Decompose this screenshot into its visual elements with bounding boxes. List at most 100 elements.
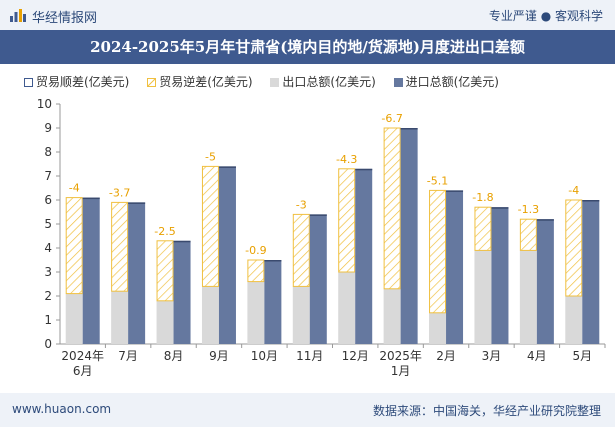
x-tick-label: 12月 xyxy=(342,349,369,363)
legend-label-deficit: 贸易逆差(亿美元) xyxy=(159,75,253,89)
deficit-bar xyxy=(65,197,83,295)
export-bar xyxy=(111,291,129,344)
import-bar xyxy=(82,197,100,344)
export-bar xyxy=(65,293,83,344)
data-label: -4.3 xyxy=(336,153,357,166)
data-label: -4 xyxy=(69,182,80,195)
x-tick-label: 2025年 1月 xyxy=(379,349,422,378)
legend-swatch-surplus xyxy=(24,78,33,87)
y-tick-label: 4 xyxy=(44,241,52,255)
deficit-bar xyxy=(565,199,583,297)
deficit-bar xyxy=(519,218,537,251)
data-label: -3 xyxy=(296,198,307,211)
deficit-bar xyxy=(474,206,492,251)
legend-swatch-import xyxy=(393,78,403,87)
import-bar-cap xyxy=(173,240,191,243)
export-bar xyxy=(292,286,310,344)
import-bar xyxy=(582,200,600,344)
deficit-bar xyxy=(156,240,174,302)
deficit-bar xyxy=(429,189,447,314)
deficit-bar xyxy=(338,168,356,273)
data-label: -5.1 xyxy=(427,174,448,187)
export-bar xyxy=(519,250,537,344)
import-bar xyxy=(218,166,236,344)
export-bar xyxy=(474,250,492,344)
import-bar xyxy=(309,214,327,344)
deficit-bar xyxy=(292,213,310,287)
data-label: -6.7 xyxy=(381,112,402,125)
export-bar xyxy=(247,281,265,344)
x-tick-label: 11月 xyxy=(296,349,323,363)
x-axis: 2024年 6月 7月 8月 9月 10月 11月 12月 2025年 1月 2月 3月 4月 5月 xyxy=(60,343,606,378)
x-tick-label: 2024年 6月 xyxy=(61,349,104,378)
y-tick-label: 8 xyxy=(44,145,52,159)
logo-icon xyxy=(10,9,26,22)
data-label: -0.9 xyxy=(245,244,266,257)
y-axis: 0 1 2 3 4 5 6 7 8 9 10 xyxy=(37,97,61,351)
legend-label-surplus: 贸易顺差(亿美元) xyxy=(36,75,130,89)
data-label: -4 xyxy=(568,184,579,197)
import-bar xyxy=(446,190,464,344)
y-tick-label: 6 xyxy=(44,193,52,207)
bars xyxy=(65,127,600,344)
import-bar-cap xyxy=(82,197,100,200)
import-bar-cap xyxy=(309,214,327,216)
y-tick-label: 3 xyxy=(44,265,52,279)
import-bar xyxy=(173,240,191,344)
legend-item-surplus: 贸易顺差(亿美元) xyxy=(24,73,129,90)
chart-legend: 贸易顺差(亿美元) 贸易逆差(亿美元) 出口总额(亿美元) 进口总额(亿美元) xyxy=(24,73,513,91)
legend-item-deficit: 贸易逆差(亿美元) xyxy=(147,73,253,90)
data-label: -2.5 xyxy=(154,225,175,238)
y-tick-label: 10 xyxy=(37,97,52,111)
brand-name: 华经情报网 xyxy=(32,11,98,26)
legend-swatch-deficit xyxy=(147,78,157,87)
x-tick-label: 4月 xyxy=(527,349,547,363)
export-bar xyxy=(565,296,583,344)
x-tick-label: 2月 xyxy=(436,349,456,363)
deficit-bar xyxy=(111,201,129,292)
import-bar-cap xyxy=(400,128,418,130)
footer-source: 数据来源：中国海关，华经产业研究院整理 xyxy=(372,404,601,418)
export-bar xyxy=(429,312,447,344)
import-bar-cap xyxy=(491,207,509,209)
x-tick-label: 5月 xyxy=(572,349,592,363)
top-bar: 华经情报网 专业严谨 ● 客观科学 xyxy=(0,0,615,30)
data-label: -5 xyxy=(205,150,216,163)
import-bar xyxy=(355,168,373,344)
tagline: 专业严谨 ● 客观科学 xyxy=(488,9,603,23)
y-tick-label: 5 xyxy=(44,217,52,231)
export-bar xyxy=(383,288,401,344)
deficit-bar xyxy=(247,259,265,283)
legend-label-export: 出口总额(亿美元) xyxy=(282,75,376,89)
data-label: -1.8 xyxy=(472,191,493,204)
legend-item-export: 出口总额(亿美元) xyxy=(270,73,376,90)
footer-website: www.huaon.com xyxy=(12,402,112,416)
export-bar xyxy=(338,272,356,344)
data-labels: -4 -3.7 -2.5 -5 -0.9 -3 -4.3 -6.7 -5.1 -1.8 -1.3 -4 xyxy=(69,112,580,257)
legend-label-import: 进口总额(亿美元) xyxy=(405,75,499,89)
import-bar-cap xyxy=(128,202,146,204)
deficit-bar xyxy=(201,165,219,287)
legend-item-import: 进口总额(亿美元) xyxy=(393,73,499,90)
y-tick-label: 7 xyxy=(44,169,52,183)
import-bar-cap xyxy=(264,260,282,262)
import-bar xyxy=(128,202,146,344)
y-tick-label: 1 xyxy=(44,313,52,327)
deficit-bar xyxy=(383,127,401,290)
x-tick-label: 10月 xyxy=(251,349,278,363)
import-bar-cap xyxy=(218,166,236,168)
data-label: -1.3 xyxy=(518,203,539,216)
import-bar-cap xyxy=(355,168,373,171)
export-bar xyxy=(201,286,219,344)
x-tick-label: 9月 xyxy=(209,349,229,363)
x-tick-label: 3月 xyxy=(482,349,502,363)
y-tick-label: 2 xyxy=(44,289,52,303)
import-bar-cap xyxy=(582,200,600,202)
footer-bar: www.huaon.com 数据来源：中国海关，华经产业研究院整理 xyxy=(0,393,615,427)
x-tick-label: 7月 xyxy=(118,349,138,363)
import-bar-cap xyxy=(536,219,554,221)
data-label: -3.7 xyxy=(109,186,130,199)
import-bar xyxy=(491,207,509,344)
import-bar xyxy=(536,219,554,344)
y-tick-label: 0 xyxy=(44,337,52,351)
